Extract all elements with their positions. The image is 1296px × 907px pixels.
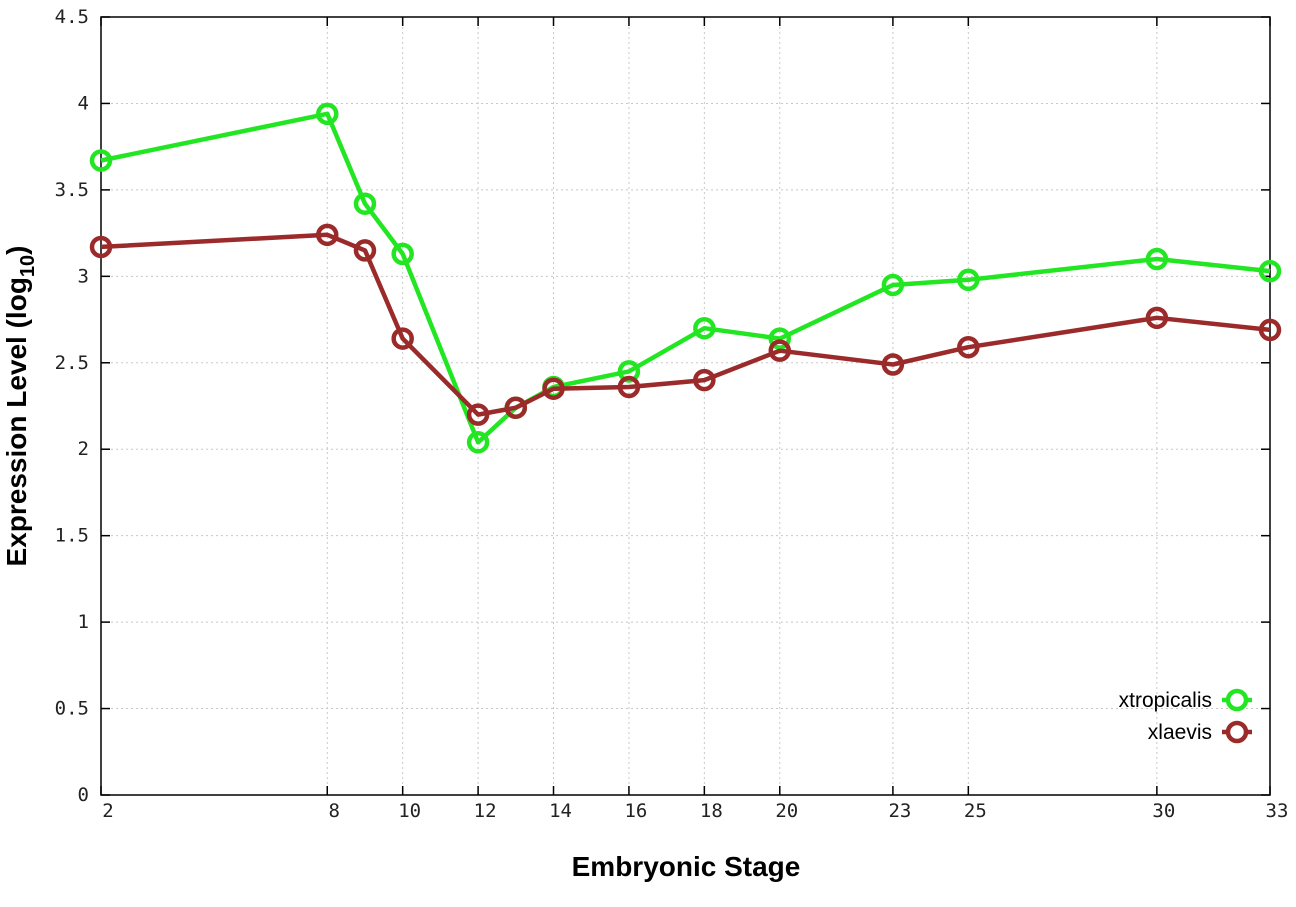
x-tick-label: 12 [474, 800, 497, 822]
data-point-xtropicalis: xtropicalis @ 10: 3.13 [391, 242, 414, 266]
data-point-xlaevis: xlaevis @ 30: 2.76 [1145, 306, 1169, 330]
x-tick-label: 2 [102, 800, 113, 822]
y-tick-label: 0 [78, 784, 89, 806]
x-tick-label: 8 [329, 800, 340, 822]
y-axis-title-subscript: 10 [17, 255, 39, 277]
y-tick-label: 3.5 [55, 179, 89, 201]
x-tick-label: 33 [1266, 800, 1289, 822]
y-tick-label: 3 [78, 265, 89, 287]
data-point-xtropicalis: xtropicalis @ 25: 2.98 [957, 268, 980, 292]
y-tick-label: 0.5 [55, 698, 89, 720]
x-tick-label: 14 [549, 800, 572, 822]
y-axis-title-close: ) [1, 246, 32, 255]
data-point-xtropicalis: xtropicalis @ 23: 2.95 [881, 273, 905, 297]
data-point-xlaevis: xlaevis @ 33: 2.69 [1258, 318, 1282, 342]
y-tick-label: 4 [78, 92, 89, 114]
x-axis-title: Embryonic Stage [572, 851, 801, 882]
legend-label: xlaevis [1148, 721, 1212, 744]
x-tick-label: 20 [775, 800, 798, 822]
y-axis-title-main: Expression Level (log [1, 277, 32, 566]
legend-entry-xtropicalis: xtropicalis [1119, 688, 1252, 712]
legend-swatch-marker [1225, 688, 1249, 712]
data-point-xtropicalis: xtropicalis @ 12: 2.04 [466, 431, 490, 454]
x-tick-label: 16 [624, 800, 647, 822]
data-point-xlaevis: xlaevis @ 9: 3.15 [353, 239, 377, 262]
series-xlaevis: xlaevis @ 2: 3.17 xlaevis @ 8: 3.24 xlaevi… [89, 223, 1282, 426]
series-line-xtropicalis [100, 111, 1271, 445]
series-line-xlaevis [100, 232, 1271, 417]
legend-label: xtropicalis [1119, 689, 1212, 712]
data-point-xtropicalis: xtropicalis @ 9: 3.42 [353, 192, 377, 215]
data-point-xtropicalis: xtropicalis @ 16: 2.45 [617, 360, 641, 383]
data-point-xlaevis: xlaevis @ 25: 2.59 [957, 335, 980, 359]
x-tick-label: 18 [700, 800, 723, 822]
data-point-xlaevis: xlaevis @ 8: 3.24 [316, 223, 339, 247]
data-point-xlaevis: xlaevis @ 18: 2.4 [693, 368, 716, 392]
legend-swatch-marker [1225, 720, 1249, 744]
data-point-xlaevis: xlaevis @ 23: 2.49 [881, 353, 905, 376]
x-tick-label: 30 [1152, 800, 1175, 822]
data-point-xlaevis: xlaevis @ 10: 2.64 [391, 327, 414, 350]
data-point-xtropicalis: xtropicalis @ 33: 3.03 [1258, 259, 1282, 283]
y-tick-label: 4.5 [55, 6, 89, 28]
data-point-xlaevis: xlaevis @ 2: 3.17 [89, 235, 113, 259]
series-xtropicalis: xtropicalis @ 2: 3.67 xtropicalis @ 8: 3.… [89, 102, 1282, 454]
y-axis-title: Expression Level (log10) [1, 246, 39, 567]
data-point-xtropicalis: xtropicalis @ 8: 3.94 [316, 102, 339, 126]
data-point-xtropicalis: xtropicalis @ 30: 3.1 [1145, 247, 1169, 271]
data-point-xtropicalis: xtropicalis @ 18: 2.7 [693, 316, 716, 340]
data-point-xtropicalis: xtropicalis @ 2: 3.67 [89, 149, 113, 172]
x-tick-label: 23 [888, 800, 911, 822]
y-tick-label: 1 [78, 611, 89, 633]
data-point-xtropicalis: xtropicalis @ 20: 2.64 [768, 327, 792, 350]
legend-entry-xlaevis: xlaevis [1148, 720, 1252, 744]
y-tick-label: 2.5 [55, 352, 89, 374]
y-tick-label: 2 [78, 438, 89, 460]
data-point-xlaevis: xlaevis @ 14: 2.35 [542, 377, 565, 400]
gridlines [101, 17, 1270, 795]
plot-frame [100, 16, 1271, 796]
data-point-xlaevis: xlaevis @ 12: 2.2 [466, 403, 490, 426]
x-tick-label: 25 [964, 800, 987, 822]
data-point-xlaevis: xlaevis @ 20: 2.57 [768, 339, 792, 362]
y-tick-label: 1.5 [55, 525, 89, 547]
x-tick-label: 10 [398, 800, 421, 822]
series-lines: xtropicalis @ 2: 3.67 xtropicalis @ 8: 3.… [89, 102, 1282, 454]
data-point-xlaevis: xlaevis @ 16: 2.36 [617, 375, 641, 399]
axis-ticks: 0 0.5 1 1.5 2 2.5 3 3.5 4 4.5 2 8 10 12 14 16 18 20 23 25 30… [55, 6, 1289, 822]
data-point-xlaevis: xlaevis @ 13: 2.24 [504, 396, 528, 419]
legend: xtropicalis xlaevis [1119, 688, 1252, 744]
